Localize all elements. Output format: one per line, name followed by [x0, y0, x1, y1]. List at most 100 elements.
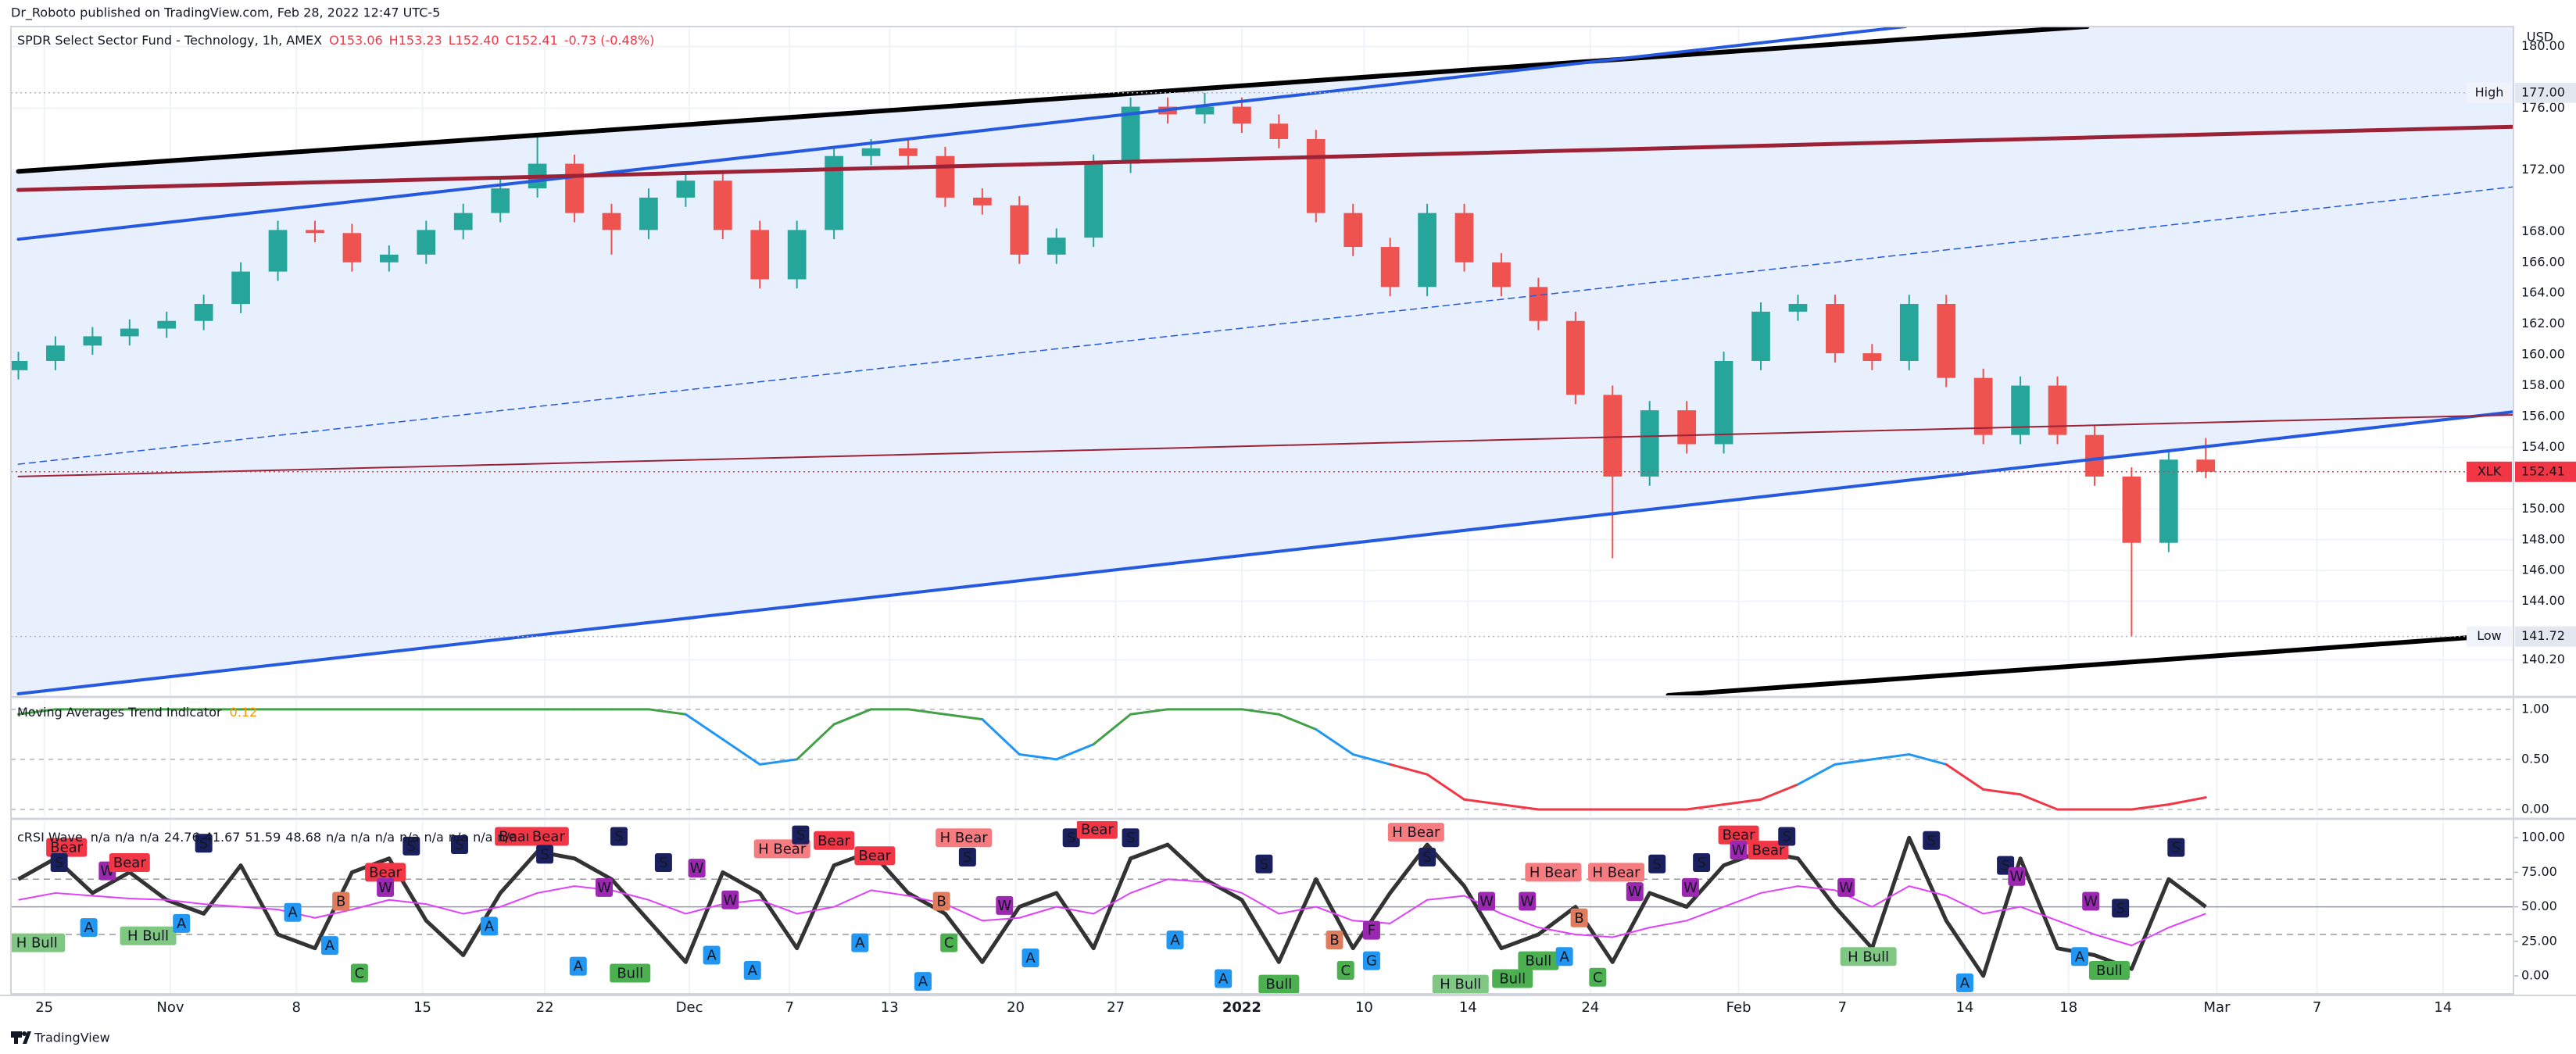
candle-body	[1714, 361, 1733, 445]
trend-segment	[684, 713, 724, 741]
signal-box	[1588, 863, 1645, 882]
x-tick-label: 8	[292, 999, 301, 1016]
footer-brand: TradingView	[34, 1031, 110, 1045]
y-tick-label: 162.00	[2521, 316, 2565, 330]
candle-body	[1343, 213, 1363, 248]
candle-body	[342, 233, 362, 263]
candle-body	[1788, 304, 1808, 312]
trend-segment	[1277, 713, 1318, 731]
candle-body	[1826, 304, 1844, 354]
signal-label: W	[378, 880, 392, 896]
legend-value: n/a	[139, 830, 159, 845]
x-tick-label: 10	[1355, 999, 1373, 1016]
y-tick-label: 148.00	[2521, 531, 2565, 546]
signal-box	[377, 877, 395, 897]
candle-body	[46, 345, 65, 361]
candle-body	[972, 197, 992, 205]
candle-body	[2122, 476, 2141, 543]
signal-box	[1166, 931, 1184, 950]
signal-box	[350, 963, 368, 983]
trend-segment	[943, 713, 984, 721]
ohlc-change: -0.73 (-0.48%)	[564, 33, 655, 48]
y-tick-label: 100.00	[2521, 830, 2565, 845]
y-tick-label: 172.00	[2521, 162, 2565, 177]
signal-label: A	[177, 916, 187, 932]
legend-value: n/a	[424, 830, 443, 845]
signal-box	[2112, 899, 2130, 918]
signal-label: W	[997, 898, 1011, 914]
signal-label: A	[485, 918, 495, 934]
candle-body	[268, 230, 288, 272]
x-tick-label: 15	[413, 999, 431, 1016]
signal-box	[11, 933, 66, 952]
y-tick-label: 50.00	[2521, 899, 2557, 913]
signal-box	[450, 835, 468, 855]
logo: TradingView	[11, 1031, 110, 1045]
price-label-name-box	[2467, 626, 2512, 647]
signal-label: H Bull	[16, 935, 58, 952]
legend: cRSI Wave n/a n/a n/a 24.76 41.67 51.59 48.68 n/…	[17, 830, 517, 845]
signal-box	[654, 853, 672, 873]
candle-body	[83, 336, 102, 346]
signal-label: A	[1559, 949, 1569, 965]
candle-body	[713, 180, 732, 230]
trend-segment	[721, 738, 761, 766]
trend-segment	[1908, 753, 1948, 766]
candle-body	[1565, 320, 1585, 395]
text-layer: Dr_Roboto published on TradingView.com, …	[11, 5, 2576, 1045]
candle-body	[825, 155, 843, 230]
trend-segment	[2130, 803, 2170, 811]
signal-label: C	[944, 935, 954, 952]
symbol-line: SPDR Select Sector Fund - Technology, 1h…	[17, 33, 654, 48]
candle-body	[1937, 304, 1956, 378]
signal-box	[1076, 821, 1118, 839]
y-tick-label: 0.00	[2521, 968, 2549, 983]
signal-label: Bull	[617, 965, 643, 981]
signal-box	[814, 831, 855, 850]
price-label-name: XLK	[2478, 463, 2502, 478]
signal-box	[2082, 891, 2100, 911]
signal-label: S	[1126, 830, 1135, 846]
trend-segment	[1500, 803, 1540, 811]
trendline	[16, 27, 1908, 241]
trendline	[16, 410, 2513, 695]
signal-box	[743, 960, 761, 980]
candle-body	[1306, 138, 1326, 213]
candle-body	[1529, 287, 1548, 321]
signal-box	[1255, 854, 1273, 874]
signal-box	[1215, 969, 1233, 988]
trendline	[17, 414, 2513, 477]
candle-body	[1046, 238, 1066, 255]
signal-label: A	[574, 959, 584, 975]
trend-segment	[1870, 753, 1911, 761]
candle-body	[1010, 205, 1029, 255]
trendline	[17, 186, 2513, 465]
trend-segment	[1759, 783, 1799, 801]
candle-body	[379, 254, 399, 263]
signal-label: S	[1652, 856, 1661, 873]
signal-box	[1492, 969, 1533, 988]
price-label-name: High	[2475, 84, 2504, 99]
legend-value: n/a	[449, 830, 468, 845]
candle-body	[676, 180, 696, 198]
signal-box	[173, 913, 191, 933]
logo-mark	[14, 1031, 18, 1044]
signal-box	[2070, 947, 2088, 966]
trend-segment	[758, 758, 799, 766]
signal-label: C	[1593, 970, 1603, 986]
ohlc-open: O153.06	[329, 33, 383, 48]
signal-box	[536, 845, 554, 864]
price-label-box	[2515, 626, 2576, 647]
candle-body	[1973, 377, 1993, 435]
signal-box	[109, 853, 150, 873]
signal-label: S	[2116, 900, 2124, 916]
signal-box	[528, 827, 569, 846]
candle-body	[1677, 410, 1697, 445]
trend-segment	[1982, 788, 2022, 796]
price-label-name: Low	[2477, 628, 2502, 643]
signal-label: A	[1025, 950, 1036, 966]
candle-body	[2196, 459, 2216, 472]
channel-fill	[11, 27, 2513, 695]
signal-box	[1681, 877, 1699, 897]
